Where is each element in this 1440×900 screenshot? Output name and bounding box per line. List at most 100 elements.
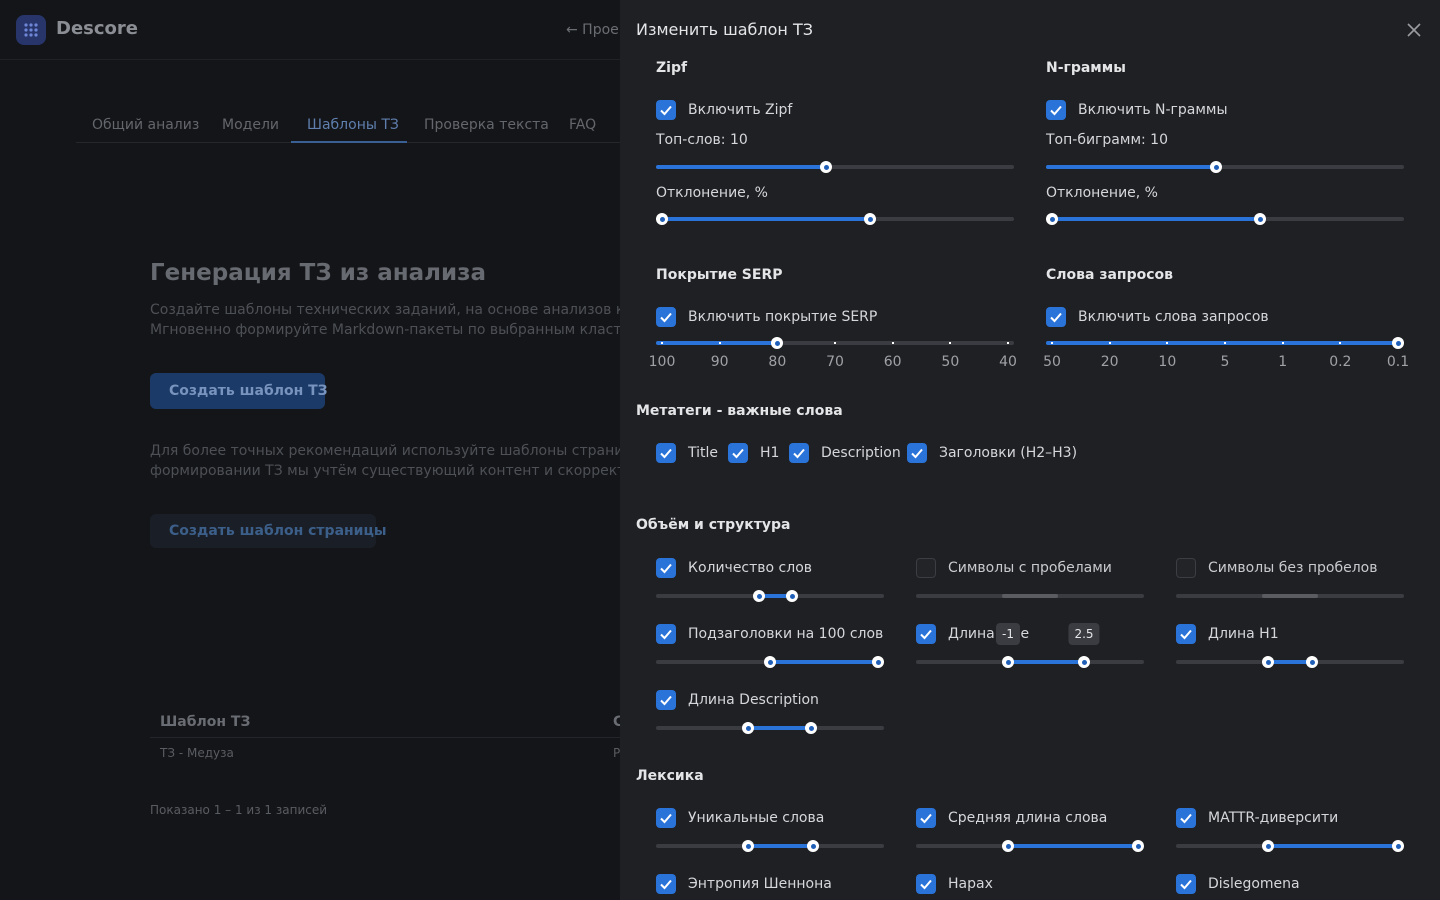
checkbox[interactable] [656, 874, 676, 894]
check-icon[interactable] [656, 443, 676, 463]
slider-handle-dot[interactable] [808, 725, 814, 731]
checkbox-label[interactable]: Средняя длина слова [948, 810, 1108, 826]
checkbox[interactable] [916, 808, 936, 828]
checkbox-label[interactable]: Уникальные слова [688, 810, 825, 826]
checkbox-label[interactable]: Hapax [948, 876, 993, 892]
active-tab-underline [291, 141, 407, 143]
check-icon[interactable] [656, 874, 676, 894]
button-label[interactable]: Создать шаблон ТЗ [169, 383, 328, 399]
check-icon[interactable] [916, 808, 936, 828]
checkbox[interactable] [656, 443, 676, 463]
check-icon[interactable] [656, 624, 676, 644]
slider-handle-dot[interactable] [810, 843, 816, 849]
checkbox[interactable] [916, 874, 936, 894]
checkbox[interactable] [1176, 808, 1196, 828]
checkbox-label[interactable]: Description [821, 445, 901, 461]
checkbox[interactable] [1176, 624, 1196, 644]
slider-handle-dot[interactable] [1395, 340, 1401, 346]
checkbox[interactable] [1046, 100, 1066, 120]
create-button[interactable]: Создать шаблон ТЗ [150, 373, 328, 409]
check-icon[interactable] [916, 624, 936, 644]
checkbox-label[interactable]: Title [688, 445, 719, 461]
slider-handle-dot[interactable] [867, 216, 873, 222]
checkbox-label[interactable]: Dislegomena [1208, 876, 1300, 892]
slider-handle-dot[interactable] [1005, 843, 1011, 849]
check-icon[interactable] [656, 100, 676, 120]
slider-handle-dot[interactable] [745, 725, 751, 731]
checkbox-label[interactable]: Длина H1 [1208, 626, 1279, 642]
checkbox[interactable] [916, 624, 936, 644]
slider-handle-dot[interactable] [1005, 659, 1011, 665]
check-icon[interactable] [656, 307, 676, 327]
back-link[interactable]: ← Прое [566, 22, 619, 38]
tab[interactable]: Модели [222, 117, 279, 133]
checkbox[interactable] [907, 443, 927, 463]
slider-handle-dot[interactable] [1081, 659, 1087, 665]
slider-handle-dot[interactable] [1213, 164, 1219, 170]
check-icon[interactable] [656, 690, 676, 710]
checkbox-label[interactable]: Включить Zipf [688, 102, 793, 118]
checkbox-label[interactable]: Энтропия Шеннона [688, 876, 832, 892]
slider-handle-dot[interactable] [659, 216, 665, 222]
tab[interactable]: Шаблоны ТЗ [307, 117, 399, 133]
slider-handle-dot[interactable] [823, 164, 829, 170]
checkbox-label[interactable]: Включить слова запросов [1078, 309, 1269, 325]
slider-handle-dot[interactable] [1265, 843, 1271, 849]
tab[interactable]: Проверка текста [424, 117, 549, 133]
slider-handle-dot[interactable] [745, 843, 751, 849]
tab[interactable]: FAQ [569, 117, 597, 133]
checkbox-label[interactable]: Символы с пробелами [948, 560, 1112, 576]
slider-handle-dot[interactable] [1135, 843, 1141, 849]
slider-handle-dot[interactable] [875, 659, 881, 665]
check-icon[interactable] [1176, 624, 1196, 644]
checkbox-label[interactable]: Символы без пробелов [1208, 560, 1378, 576]
slider-handle-dot[interactable] [1257, 216, 1263, 222]
check-icon[interactable] [916, 874, 936, 894]
checkbox[interactable] [916, 558, 936, 578]
tab[interactable]: Общий анализ [92, 117, 200, 133]
checkbox[interactable] [1176, 874, 1196, 894]
checkbox-label[interactable]: Длина Description [688, 692, 819, 708]
close-icon[interactable] [1407, 23, 1421, 37]
check-icon[interactable] [1176, 874, 1196, 894]
slider-range [748, 726, 811, 730]
checkbox[interactable] [1046, 307, 1066, 327]
check-icon[interactable] [656, 808, 676, 828]
checkbox-label[interactable]: H1 [760, 445, 780, 461]
check-icon[interactable] [789, 443, 809, 463]
checkbox[interactable] [789, 443, 809, 463]
checkbox[interactable] [656, 307, 676, 327]
slider-handle-dot[interactable] [1395, 843, 1401, 849]
slider-handle-dot[interactable] [767, 659, 773, 665]
checkbox[interactable] [656, 624, 676, 644]
checkbox-label[interactable]: Включить покрытие SERP [688, 309, 878, 325]
tick-label: 0.1 [1386, 354, 1410, 370]
checkbox[interactable] [656, 690, 676, 710]
check-icon[interactable] [1046, 100, 1066, 120]
checkbox-label[interactable]: Заголовки (H2–H3) [939, 445, 1078, 461]
slider-handle-dot[interactable] [1309, 659, 1315, 665]
check-icon[interactable] [1176, 808, 1196, 828]
checkbox[interactable] [656, 558, 676, 578]
checkbox[interactable] [1176, 558, 1196, 578]
slider-handle-dot[interactable] [1049, 216, 1055, 222]
slider-handle-dot[interactable] [789, 593, 795, 599]
page-button[interactable]: Создать шаблон страницы [150, 514, 387, 548]
checkbox-label[interactable]: Количество слов [688, 560, 813, 576]
slider-handle-dot[interactable] [774, 340, 780, 346]
checkbox[interactable] [656, 100, 676, 120]
checkbox-label[interactable]: MATTR-диверсити [1208, 810, 1339, 826]
checkbox-label[interactable]: Включить N-граммы [1078, 102, 1228, 118]
checkbox[interactable] [728, 443, 748, 463]
slider-handle-dot[interactable] [756, 593, 762, 599]
close-button[interactable] [1407, 23, 1421, 37]
check-icon[interactable] [656, 558, 676, 578]
check-icon[interactable] [728, 443, 748, 463]
slider-handle-dot[interactable] [1265, 659, 1271, 665]
checkbox-label[interactable]: Подзаголовки на 100 слов [688, 626, 884, 642]
slider-label: Отклонение, % [656, 185, 768, 201]
button-label[interactable]: Создать шаблон страницы [169, 523, 387, 539]
check-icon[interactable] [1046, 307, 1066, 327]
checkbox[interactable] [656, 808, 676, 828]
check-icon[interactable] [907, 443, 927, 463]
